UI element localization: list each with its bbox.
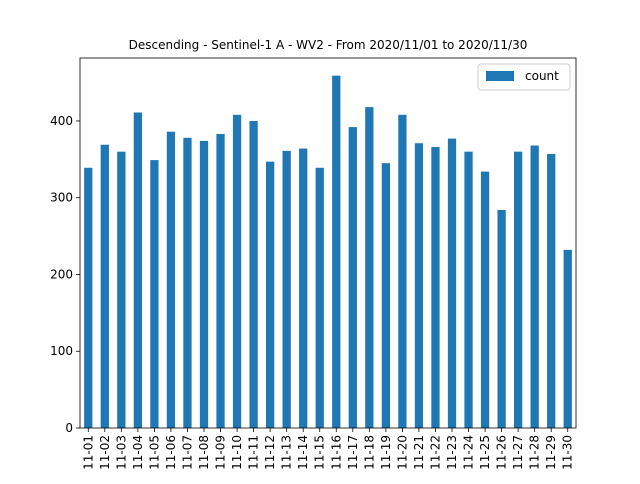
- x-tick-label: 11-09: [214, 435, 228, 470]
- y-tick-label: 200: [50, 267, 73, 281]
- bars-group: [84, 75, 572, 429]
- bar-11-01: [84, 167, 93, 428]
- y-tick-label: 400: [50, 114, 73, 128]
- bar-11-23: [447, 138, 457, 428]
- x-axis: 11-01 11-02 11-03 11-04 11-05 11-06 11-07 11-08…: [81, 428, 575, 470]
- x-tick-label: 11-03: [114, 435, 128, 470]
- bar-11-11: [249, 120, 258, 428]
- x-tick-label: 11-22: [428, 435, 442, 470]
- bar-11-15: [315, 167, 324, 428]
- x-tick-label: 11-05: [147, 435, 161, 470]
- bar-11-20: [398, 114, 407, 429]
- bar-11-10: [232, 114, 242, 429]
- x-tick-label: 11-18: [362, 435, 376, 470]
- bar-11-29: [547, 153, 556, 428]
- y-tick-label: 100: [50, 344, 73, 358]
- bar-11-27: [514, 151, 523, 428]
- x-tick-label: 11-17: [346, 435, 360, 470]
- x-tick-label: 11-11: [247, 435, 261, 470]
- x-tick-label: 11-28: [528, 435, 542, 470]
- x-tick-label: 11-16: [329, 435, 343, 470]
- x-tick-label: 11-25: [478, 435, 492, 470]
- bar-11-28: [530, 145, 539, 428]
- x-tick-label: 11-26: [495, 435, 509, 470]
- bar-11-04: [133, 112, 142, 428]
- x-tick-label: 11-04: [131, 435, 145, 470]
- bar-11-05: [150, 160, 159, 428]
- bar-11-25: [480, 171, 490, 429]
- x-tick-label: 11-10: [230, 435, 244, 470]
- y-axis: 0 100 200 300 400: [50, 114, 80, 435]
- x-tick-label: 11-14: [296, 435, 310, 470]
- bar-11-12: [266, 161, 275, 428]
- x-tick-label: 11-27: [511, 435, 525, 470]
- legend-label: count: [525, 69, 559, 83]
- x-tick-label: 11-02: [98, 435, 112, 470]
- bar-11-07: [183, 137, 192, 428]
- bar-11-08: [199, 140, 209, 428]
- bar-11-24: [464, 151, 473, 428]
- x-tick-label: 11-29: [544, 435, 558, 470]
- x-tick-label: 11-21: [412, 435, 426, 470]
- x-tick-label: 11-13: [280, 435, 294, 470]
- x-tick-label: 11-30: [561, 435, 575, 470]
- bar-11-22: [431, 147, 440, 429]
- x-tick-label: 11-07: [180, 435, 194, 470]
- bar-11-21: [414, 143, 424, 428]
- bar-11-17: [348, 127, 357, 428]
- legend-swatch: [486, 71, 514, 81]
- x-tick-label: 11-08: [197, 435, 211, 470]
- legend-box: [477, 63, 571, 91]
- x-tick-label: 11-01: [81, 435, 95, 470]
- plot-frame: [79, 57, 577, 429]
- bar-11-03: [117, 151, 126, 428]
- x-tick-label: 11-12: [263, 435, 277, 470]
- bar-11-30: [563, 249, 572, 428]
- bar-11-02: [100, 144, 109, 429]
- bar-11-14: [299, 148, 308, 428]
- bar-11-26: [497, 209, 506, 428]
- bar-11-18: [365, 107, 374, 428]
- legend: count: [477, 63, 571, 91]
- bar-11-06: [166, 131, 176, 428]
- bar-11-19: [381, 163, 390, 429]
- bar-11-16: [332, 75, 341, 428]
- x-tick-label: 11-20: [395, 435, 409, 470]
- x-tick-label: 11-06: [164, 435, 178, 470]
- y-tick-label: 0: [65, 421, 73, 435]
- x-tick-label: 11-24: [462, 435, 476, 470]
- bar-11-13: [282, 150, 291, 428]
- chart-title: Descending - Sentinel-1 A - WV2 - From 2…: [129, 38, 528, 52]
- bar-11-09: [216, 134, 225, 428]
- x-tick-label: 11-23: [445, 435, 459, 470]
- x-tick-label: 11-15: [313, 435, 327, 470]
- x-tick-label: 11-19: [379, 435, 393, 470]
- y-tick-label: 300: [50, 191, 73, 205]
